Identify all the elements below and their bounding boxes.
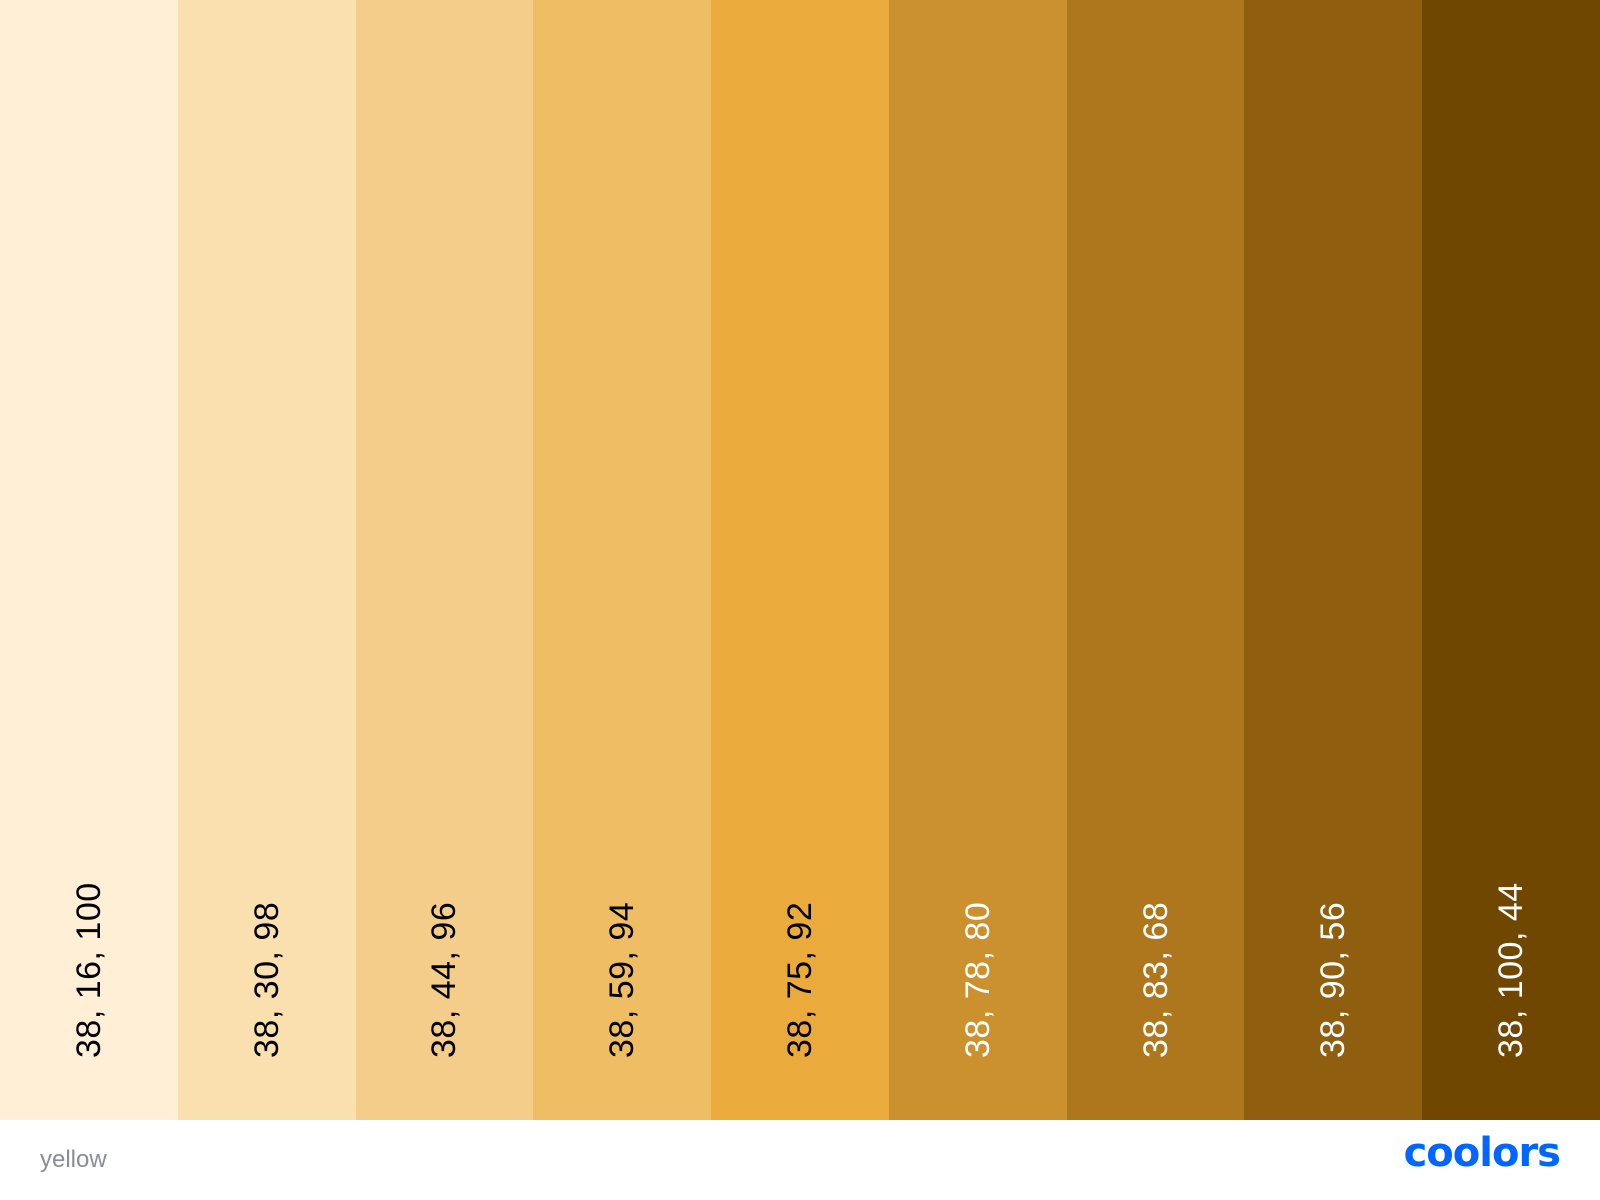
color-swatch[interactable]: 38, 90, 56 (1244, 0, 1423, 1120)
swatch-hsb-label: 38, 30, 98 (247, 901, 286, 1058)
swatch-hsb-label: 38, 90, 56 (1314, 901, 1353, 1058)
swatch-hsb-label: 38, 100, 44 (1492, 882, 1531, 1058)
color-swatch[interactable]: 38, 30, 98 (177, 0, 356, 1120)
palette-name: yellow (40, 1146, 107, 1173)
color-swatch[interactable]: 38, 78, 80 (888, 0, 1067, 1120)
color-swatch[interactable]: 38, 59, 94 (533, 0, 712, 1120)
color-swatch[interactable]: 38, 75, 92 (711, 0, 889, 1120)
color-swatch[interactable]: 38, 100, 44 (1422, 0, 1600, 1120)
color-swatch[interactable]: 38, 44, 96 (355, 0, 534, 1120)
swatch-hsb-label: 38, 75, 92 (781, 901, 820, 1058)
color-swatch[interactable]: 38, 16, 100 (0, 0, 178, 1120)
swatch-hsb-label: 38, 83, 68 (1136, 901, 1175, 1058)
swatch-hsb-label: 38, 44, 96 (425, 901, 464, 1058)
swatch-hsb-label: 38, 59, 94 (603, 901, 642, 1058)
swatch-hsb-label: 38, 78, 80 (958, 901, 997, 1058)
swatch-hsb-label: 38, 16, 100 (69, 882, 108, 1058)
color-palette: 38, 16, 100 38, 30, 98 38, 44, 96 38, 59, 9… (0, 0, 1600, 1120)
color-swatch[interactable]: 38, 83, 68 (1066, 0, 1245, 1120)
coolors-logo[interactable]: coolors (1403, 1130, 1561, 1176)
footer: yellow coolors (0, 1120, 1600, 1200)
